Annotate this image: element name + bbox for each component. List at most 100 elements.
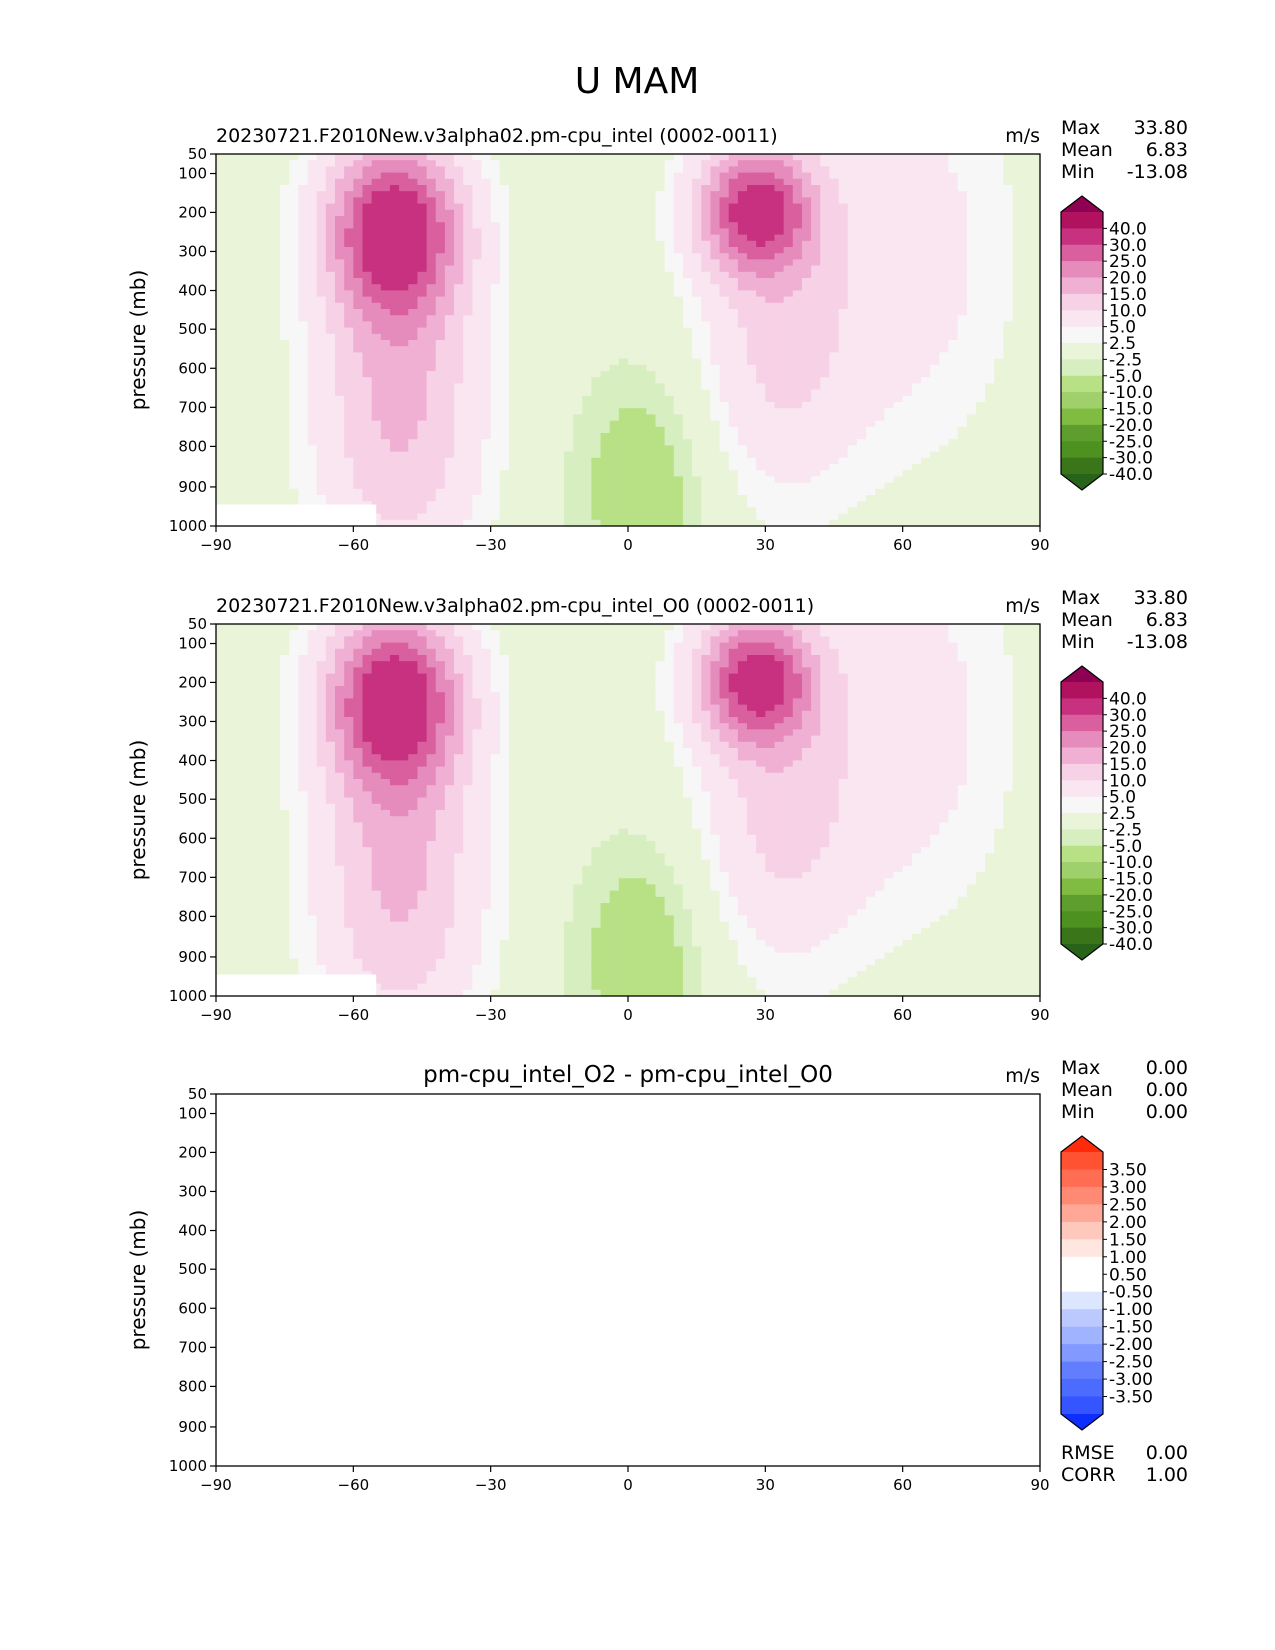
contour-cell bbox=[490, 309, 501, 316]
contour-cell bbox=[747, 253, 757, 260]
contour-cell bbox=[600, 265, 611, 273]
contour-cell bbox=[811, 414, 821, 422]
contour-cell bbox=[591, 420, 602, 428]
contour-cell bbox=[463, 358, 473, 366]
contour-cell bbox=[930, 321, 940, 329]
contour-cell bbox=[435, 222, 446, 229]
contour-cell bbox=[811, 160, 821, 167]
contour-cell bbox=[270, 253, 281, 260]
contour-cell bbox=[362, 191, 373, 198]
contour-cell bbox=[335, 402, 345, 409]
contour-cell bbox=[838, 457, 849, 465]
contour-cell bbox=[719, 185, 730, 192]
contour-cell bbox=[408, 253, 419, 260]
contour-cell bbox=[765, 433, 776, 440]
contour-cell bbox=[737, 426, 748, 434]
contour-cell bbox=[994, 457, 1004, 465]
contour-cell bbox=[701, 315, 711, 322]
contour-cell bbox=[298, 457, 309, 465]
contour-cell bbox=[536, 402, 547, 409]
contour-cell bbox=[838, 209, 849, 217]
contour-cell bbox=[380, 216, 391, 223]
contour-cell bbox=[847, 278, 858, 285]
contour-cell bbox=[582, 154, 592, 161]
contour-cell bbox=[783, 172, 794, 180]
contour-cell bbox=[280, 383, 290, 391]
contour-cell bbox=[609, 327, 620, 335]
contour-cell bbox=[893, 470, 904, 477]
contour-cell bbox=[600, 488, 611, 496]
contour-cell bbox=[692, 340, 702, 347]
contour-cell bbox=[838, 191, 849, 198]
contour-cell bbox=[472, 240, 483, 248]
contour-cell bbox=[783, 420, 794, 428]
contour-cell bbox=[902, 234, 913, 242]
contour-cell bbox=[820, 439, 831, 446]
contour-cell bbox=[444, 451, 455, 459]
contour-cell bbox=[673, 395, 684, 403]
contour-cell bbox=[902, 222, 913, 229]
contour-cell bbox=[472, 284, 483, 291]
contour-cell bbox=[756, 333, 766, 341]
contour-cell bbox=[618, 333, 629, 341]
contour-cell bbox=[609, 457, 620, 465]
contour-cell bbox=[939, 433, 950, 440]
contour-cell bbox=[948, 457, 959, 465]
contour-cell bbox=[536, 495, 547, 502]
contour-cell bbox=[298, 495, 309, 502]
contour-cell bbox=[664, 389, 675, 397]
contour-cell bbox=[710, 364, 721, 372]
contour-cell bbox=[582, 203, 592, 211]
contour-cell bbox=[975, 476, 986, 484]
contour-cell bbox=[261, 451, 272, 459]
contour-cell bbox=[875, 160, 885, 167]
contour-cell bbox=[362, 216, 373, 223]
contour-cell bbox=[536, 259, 547, 267]
contour-cell bbox=[792, 395, 803, 403]
contour-cell bbox=[371, 383, 382, 391]
contour-cell bbox=[481, 228, 492, 236]
contour-cell bbox=[454, 222, 464, 229]
contour-cell bbox=[637, 482, 647, 490]
contour-cell bbox=[875, 216, 885, 223]
contour-cell bbox=[856, 265, 867, 273]
contour-cell bbox=[710, 209, 721, 217]
contour-cell bbox=[957, 457, 968, 465]
contour-cell bbox=[417, 395, 428, 403]
contour-cell bbox=[481, 346, 492, 353]
contour-cell bbox=[884, 172, 895, 180]
contour-cell bbox=[966, 228, 977, 236]
contour-cell bbox=[618, 309, 629, 316]
contour-cell bbox=[710, 191, 721, 198]
contour-cell bbox=[628, 284, 638, 291]
contour-cell bbox=[216, 172, 226, 180]
contour-cell bbox=[948, 482, 959, 490]
contour-cell bbox=[536, 203, 547, 211]
contour-cell bbox=[261, 302, 272, 310]
contour-cell bbox=[518, 420, 528, 428]
contour-cell bbox=[234, 389, 245, 397]
contour-cell bbox=[426, 315, 437, 322]
contour-cell bbox=[298, 265, 309, 273]
contour-cell bbox=[655, 457, 666, 465]
contour-cell bbox=[316, 426, 327, 434]
contour-cell bbox=[655, 191, 666, 198]
contour-cell bbox=[573, 383, 583, 391]
contour-cell bbox=[1021, 265, 1032, 273]
contour-cell bbox=[225, 389, 235, 397]
contour-cell bbox=[737, 178, 748, 186]
contour-cell bbox=[554, 259, 565, 267]
contour-cell bbox=[527, 457, 538, 465]
contour-cell bbox=[426, 476, 437, 484]
contour-cell bbox=[591, 352, 602, 360]
contour-cell bbox=[792, 482, 803, 490]
contour-cell bbox=[856, 340, 867, 347]
contour-cell bbox=[270, 333, 281, 341]
contour-cell bbox=[911, 302, 922, 310]
contour-cell bbox=[353, 302, 364, 310]
contour-cell bbox=[792, 185, 803, 192]
contour-cell bbox=[289, 420, 299, 428]
contour-cell bbox=[920, 166, 931, 174]
contour-cell bbox=[362, 333, 373, 341]
contour-cell bbox=[985, 464, 995, 471]
